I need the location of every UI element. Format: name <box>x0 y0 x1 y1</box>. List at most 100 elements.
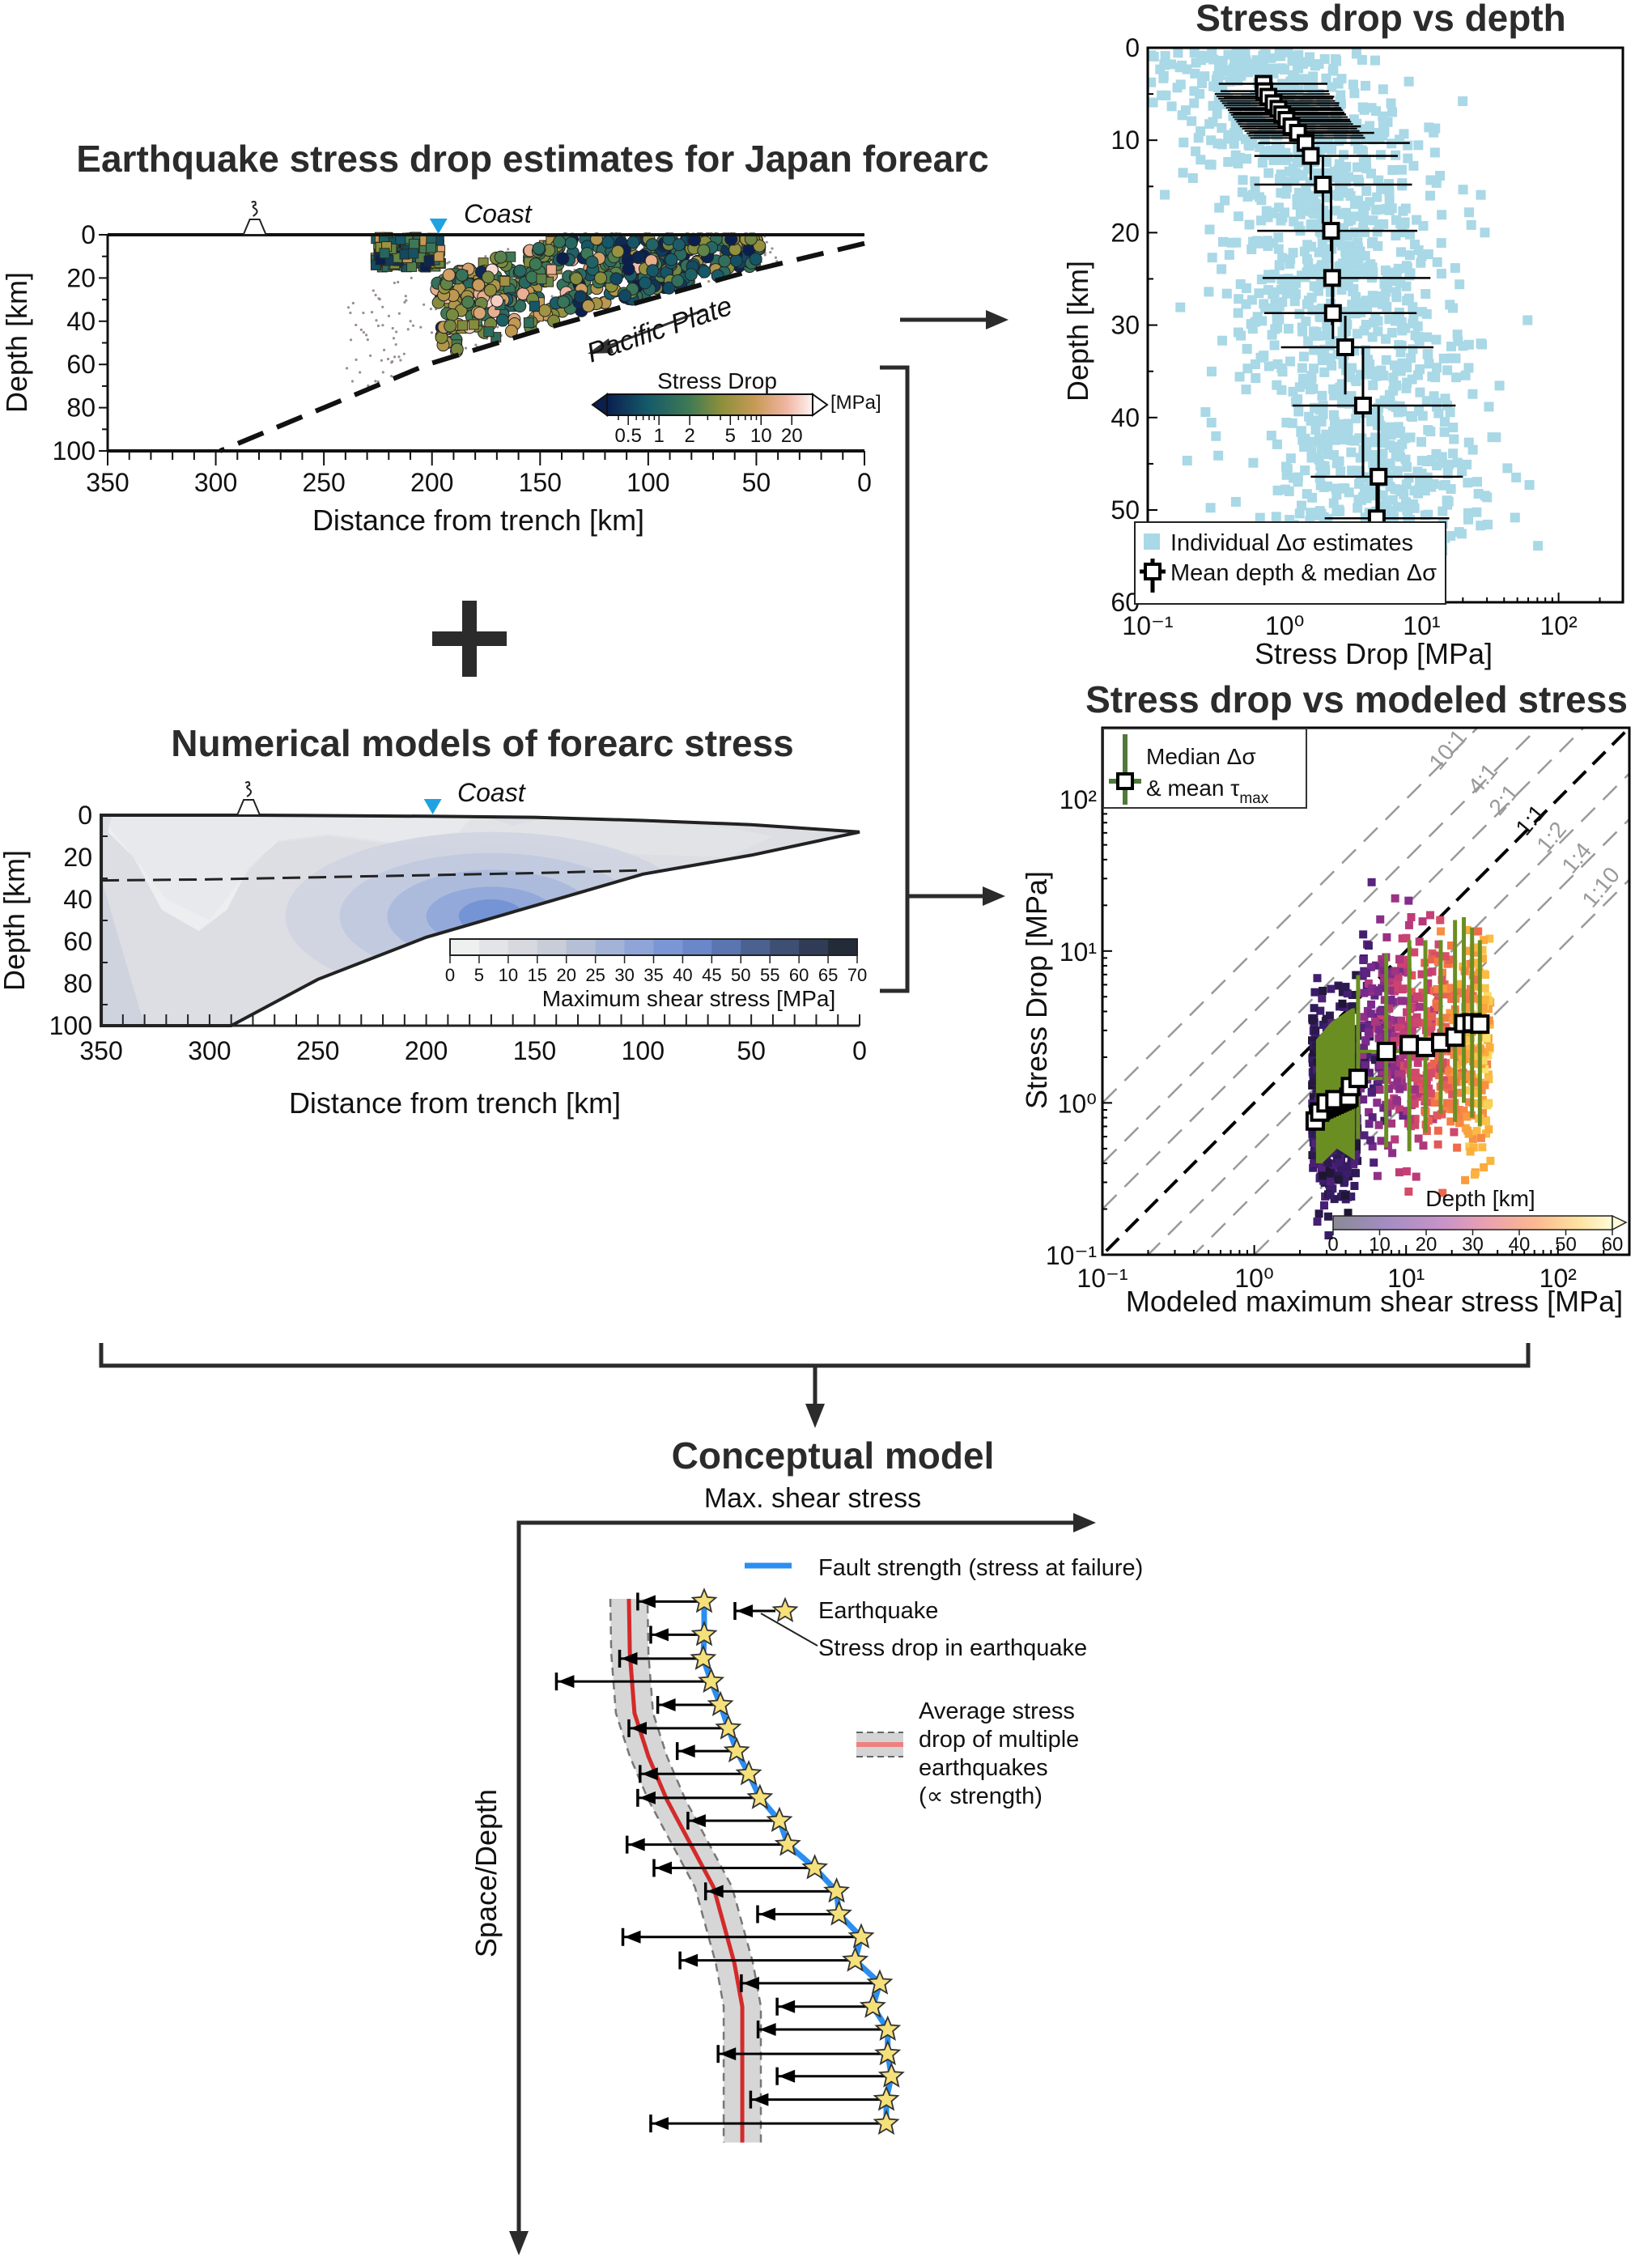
section-panel-title: Earthquake stress drop estimates for Jap… <box>76 138 988 180</box>
individual-estimate-point <box>1439 427 1450 437</box>
legend-average-4: (∝ strength) <box>919 1783 1043 1809</box>
individual-estimate-point <box>1372 192 1382 202</box>
individual-estimate-point <box>1343 419 1353 429</box>
small-event-dot <box>763 253 767 257</box>
individual-estimate-point <box>1342 231 1353 241</box>
individual-estimate-point <box>1306 415 1316 426</box>
estimate-point <box>1357 1058 1365 1067</box>
arrowhead-icon <box>682 1953 699 1967</box>
individual-estimate-point <box>1189 98 1200 108</box>
individual-estimate-point <box>1256 274 1267 285</box>
estimate-point <box>1433 958 1442 967</box>
earthquake-star-icon <box>690 1644 717 1670</box>
individual-estimate-point <box>1463 508 1473 518</box>
individual-estimate-point <box>1308 363 1319 374</box>
estimate-point <box>1481 971 1490 980</box>
estimate-point <box>1314 1209 1323 1218</box>
individual-estimate-point <box>1354 478 1365 489</box>
individual-estimate-point <box>1402 262 1412 273</box>
estimate-point <box>1425 911 1434 920</box>
shear-stress-colorbar-label: Maximum shear stress [MPa] <box>542 986 836 1011</box>
individual-estimate-point <box>1423 509 1433 520</box>
individual-estimate-point <box>1390 484 1400 495</box>
individual-estimate-point <box>1353 503 1363 513</box>
event-square <box>399 249 410 260</box>
estimate-point <box>1404 1187 1413 1196</box>
estimate-point <box>1324 1231 1333 1240</box>
individual-estimate-point <box>1234 64 1244 74</box>
individual-estimate-point <box>1214 61 1225 71</box>
x-tick-label: 50 <box>737 1036 766 1065</box>
estimate-point <box>1486 1156 1495 1165</box>
plus-icon <box>432 601 507 677</box>
estimate-point <box>1484 1075 1493 1084</box>
estimate-point <box>1391 1135 1399 1144</box>
individual-estimate-point <box>1449 434 1459 444</box>
estimate-point <box>1397 959 1406 968</box>
estimate-point <box>1399 997 1408 1005</box>
individual-estimate-point <box>1322 329 1332 339</box>
individual-estimate-point <box>1212 108 1222 119</box>
individual-estimate-point <box>1331 458 1342 469</box>
ratio-line <box>1102 728 1539 1165</box>
estimate-point <box>1433 1003 1442 1012</box>
estimate-point <box>1340 1191 1349 1200</box>
event-circle <box>461 295 475 309</box>
median-marker <box>1314 176 1332 194</box>
ratio-line <box>1252 878 1629 1255</box>
x-tick-label: 150 <box>519 468 562 497</box>
small-event-dot <box>423 303 426 306</box>
individual-estimate-point <box>1310 61 1320 71</box>
estimate-point <box>1411 1120 1420 1129</box>
individual-estimate-point <box>1353 144 1364 155</box>
small-event-dot <box>419 325 423 329</box>
estimate-point <box>1364 1027 1373 1036</box>
small-event-dot <box>409 320 412 323</box>
individual-estimate-point <box>1217 335 1228 346</box>
individual-estimate-point <box>1360 80 1370 91</box>
individual-estimate-point <box>1408 318 1418 329</box>
median-marker <box>1376 1041 1396 1061</box>
x-tick-label: 200 <box>405 1036 448 1065</box>
small-event-dot <box>346 306 350 309</box>
estimate-point <box>1366 963 1375 971</box>
estimate-point <box>1331 1147 1340 1156</box>
estimate-point <box>1394 1023 1403 1032</box>
estimate-point <box>1358 1051 1367 1060</box>
individual-estimate-point <box>1387 107 1398 117</box>
individual-estimate-point <box>1437 210 1447 220</box>
estimate-point <box>1461 1175 1470 1184</box>
small-event-dot <box>507 248 510 251</box>
estimate-point <box>1472 1060 1481 1069</box>
estimate-point <box>1442 984 1450 993</box>
colorbar-tick-label: 50 <box>731 965 750 985</box>
colorbar-bin <box>711 939 741 955</box>
individual-estimate-point <box>1336 74 1347 84</box>
x-tick-label: 10² <box>1539 1264 1578 1293</box>
small-event-dot <box>446 261 449 265</box>
small-event-dot <box>366 338 369 342</box>
event-square <box>408 248 419 259</box>
individual-estimate-point <box>1361 493 1372 504</box>
estimate-point <box>1417 970 1426 979</box>
individual-estimate-point <box>1271 512 1281 522</box>
estimate-point <box>1359 956 1368 965</box>
arrowhead-icon <box>707 1885 724 1898</box>
estimate-point <box>1366 1009 1375 1018</box>
y-tick-label: 30 <box>1111 311 1140 340</box>
event-square <box>457 320 469 331</box>
small-event-dot <box>381 371 384 374</box>
colorbar-bin <box>828 939 858 955</box>
small-event-dot <box>774 256 778 259</box>
volcano-cone <box>236 799 261 816</box>
x-tick-label: 150 <box>513 1036 556 1065</box>
individual-estimate-point <box>1283 48 1293 57</box>
estimate-point <box>1388 975 1397 984</box>
individual-estimate-point <box>1182 455 1192 465</box>
event-circle <box>601 236 615 249</box>
individual-estimate-point <box>1373 326 1383 337</box>
individual-estimate-point <box>1300 433 1310 444</box>
colorbar-bin <box>450 939 480 955</box>
event-circle <box>611 244 625 258</box>
individual-estimate-point <box>1272 439 1282 449</box>
